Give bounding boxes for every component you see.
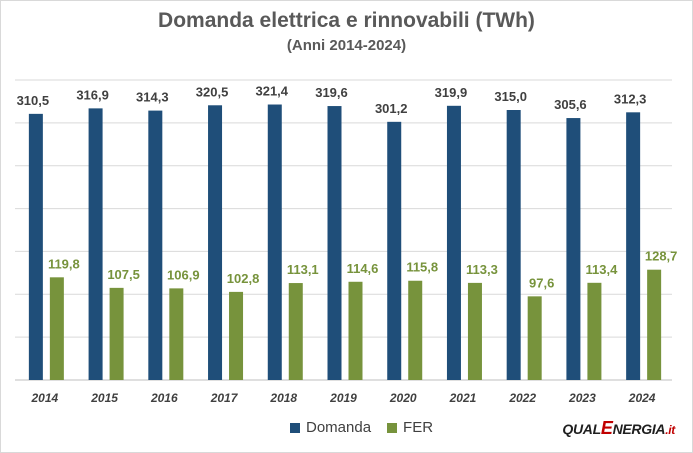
bar-domanda-2018: [267, 104, 282, 380]
x-tick-label-2016: 2016: [150, 391, 178, 405]
bar-domanda-2022: [506, 110, 521, 380]
data-label-domanda-2017: 320,5: [196, 84, 229, 99]
x-tick-label-2024: 2024: [628, 391, 656, 405]
data-label-fer-2020: 115,8: [406, 260, 438, 275]
data-label-fer-2018: 113,1: [287, 262, 319, 277]
legend-swatch-domanda: [290, 422, 300, 433]
bar-fer-2019: [348, 281, 363, 380]
bar-fer-2014: [49, 277, 64, 380]
x-tick-label-2015: 2015: [90, 391, 118, 405]
bar-domanda-2019: [327, 106, 342, 381]
chart-subtitle: (Anni 2014-2024): [286, 37, 407, 54]
x-tick-label-2020: 2020: [389, 391, 417, 405]
bar-domanda-2014: [28, 113, 43, 380]
bar-domanda-2020: [387, 121, 402, 380]
data-label-domanda-2021: 319,9: [435, 85, 468, 100]
data-label-domanda-2020: 301,2: [375, 101, 408, 116]
data-label-fer-2015: 107,5: [107, 267, 140, 282]
logo-text-it: .it: [665, 423, 675, 437]
bar-fer-2016: [169, 288, 184, 380]
legend-item-domanda: Domanda: [290, 419, 371, 436]
bar-fer-2017: [229, 291, 244, 380]
data-label-domanda-2018: 321,4: [255, 84, 288, 99]
bar-domanda-2015: [88, 108, 103, 380]
data-label-domanda-2019: 319,6: [315, 85, 348, 100]
x-tick-label-2019: 2019: [329, 391, 357, 405]
x-tick-label-2017: 2017: [210, 391, 239, 405]
bar-domanda-2021: [446, 105, 461, 381]
legend-label-domanda: Domanda: [306, 419, 372, 436]
data-label-domanda-2022: 315,0: [494, 89, 527, 104]
data-label-fer-2017: 102,8: [227, 271, 260, 286]
x-tick-label-2021: 2021: [449, 391, 477, 405]
x-tick-label-2023: 2023: [568, 391, 596, 405]
bar-domanda-2016: [148, 110, 163, 380]
qualenergia-logo: QUALENERGIA.it: [562, 418, 675, 439]
data-label-fer-2023: 113,4: [585, 262, 618, 277]
legend-swatch-fer: [387, 422, 398, 433]
bar-domanda-2017: [208, 105, 223, 381]
data-label-fer-2014: 119,8: [48, 256, 80, 271]
data-label-fer-2022: 97,6: [529, 275, 554, 290]
data-label-domanda-2015: 316,9: [76, 87, 109, 102]
data-label-domanda-2014: 310,5: [17, 93, 50, 108]
legend-label-fer: FER: [403, 419, 434, 436]
bar-fer-2022: [527, 296, 542, 380]
data-label-domanda-2024: 312,3: [614, 91, 647, 106]
bar-fer-2018: [288, 283, 303, 380]
data-label-domanda-2023: 305,6: [554, 97, 587, 112]
logo-text-nergia: NERGIA: [612, 421, 666, 437]
data-label-fer-2021: 113,3: [466, 262, 498, 277]
chart-title: Domanda elettrica e rinnovabili (TWh): [158, 9, 535, 32]
x-tick-label-2022: 2022: [508, 391, 536, 405]
bar-fer-2015: [109, 287, 124, 380]
x-tick-label-2018: 2018: [269, 391, 297, 405]
bar-fer-2021: [467, 282, 482, 380]
data-label-fer-2024: 128,7: [645, 249, 678, 264]
legend-item-fer: FER: [387, 419, 433, 436]
logo-text-e: E: [600, 418, 613, 438]
data-label-fer-2019: 114,6: [347, 261, 379, 276]
chart-legend: Domanda FER: [290, 419, 449, 436]
data-label-domanda-2016: 314,3: [136, 90, 169, 105]
data-label-fer-2016: 106,9: [167, 267, 200, 282]
bar-domanda-2023: [566, 118, 581, 381]
bar-domanda-2024: [626, 112, 641, 381]
x-tick-label-2014: 2014: [31, 391, 59, 405]
bar-fer-2020: [408, 280, 423, 380]
logo-text-qual: QUAL: [562, 421, 601, 437]
bar-fer-2023: [587, 282, 602, 380]
bar-fer-2024: [647, 269, 662, 380]
